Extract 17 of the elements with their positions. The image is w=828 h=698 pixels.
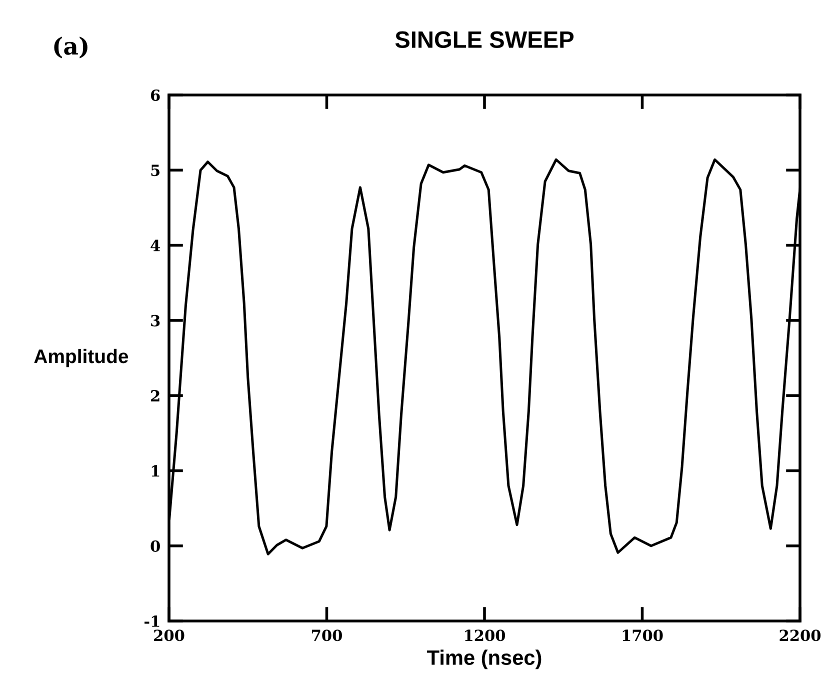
x-tick-label: 2200 xyxy=(780,630,821,642)
x-tick-label: 700 xyxy=(312,630,342,642)
y-tick-label: 1 xyxy=(152,465,160,477)
y-tick-label: -1 xyxy=(144,615,160,627)
text: (a) xyxy=(54,36,88,58)
y-tick-label: 4 xyxy=(150,240,160,252)
x-tick-label: 1200 xyxy=(465,630,506,642)
y-axis-title: Amplitude xyxy=(34,348,128,368)
x-tick-label: 1700 xyxy=(622,630,663,642)
chart-title: SINGLE SWEEP xyxy=(395,31,574,48)
x-axis-title: Time (nsec) xyxy=(427,650,542,670)
y-tick-label: 3 xyxy=(151,314,160,326)
y-tick-label: 2 xyxy=(151,390,160,402)
y-tick-label: 5 xyxy=(151,164,160,176)
y-tick-label: 6 xyxy=(151,89,160,102)
y-tick-label: 0 xyxy=(150,540,160,552)
x-tick-label: 200 xyxy=(154,630,184,642)
